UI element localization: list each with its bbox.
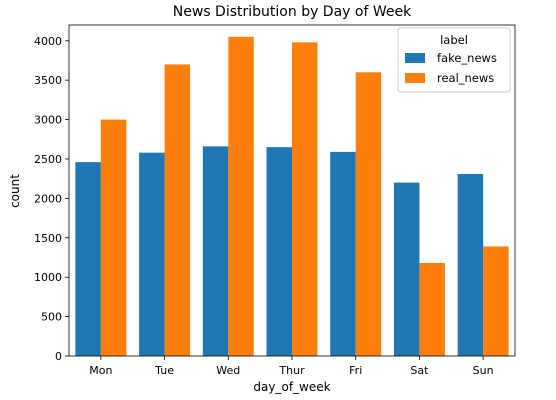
y-tick-label: 3500 xyxy=(34,74,62,87)
x-axis: Mon Tue Wed Thur Fri Sat Sun xyxy=(89,356,494,377)
plot-area xyxy=(68,24,516,357)
y-axis-label: count xyxy=(8,174,22,208)
bar-fake-news-sun xyxy=(457,173,484,356)
x-tick-label-mon: Mon xyxy=(89,364,112,377)
y-tick-label: 4000 xyxy=(34,35,62,48)
legend-swatch-fake-news xyxy=(405,53,425,63)
x-axis-label: day_of_week xyxy=(253,380,330,394)
x-tick-label-fri: Fri xyxy=(349,364,362,377)
bar-fake-news-sat xyxy=(393,182,420,356)
chart-title: News Distribution by Day of Week xyxy=(173,4,412,20)
y-tick-label: 2500 xyxy=(34,153,62,166)
y-tick-label: 1500 xyxy=(34,232,62,245)
bar-real-news-fri xyxy=(355,72,382,356)
bar-real-news-tue xyxy=(164,64,191,357)
y-tick-label: 0 xyxy=(55,350,62,363)
x-tick-label-sat: Sat xyxy=(410,364,429,377)
legend-title: label xyxy=(440,33,468,47)
x-tick-label-thur: Thur xyxy=(278,364,305,377)
x-tick-label-tue: Tue xyxy=(154,364,174,377)
y-tick-label: 1000 xyxy=(34,271,62,284)
bar-real-news-wed xyxy=(228,36,254,356)
bar-real-news-thur xyxy=(292,42,318,357)
bar-fake-news-thur xyxy=(266,147,292,356)
legend-swatch-real-news xyxy=(405,73,425,83)
bar-fake-news-wed xyxy=(202,146,229,356)
legend-label-real-news: real_news xyxy=(437,71,494,85)
y-axis: 0 500 1000 1500 2000 2500 3000 3500 4000 xyxy=(34,35,69,363)
legend-box xyxy=(397,27,511,93)
y-tick-label: 500 xyxy=(41,311,62,324)
x-tick-label-wed: Wed xyxy=(216,364,240,377)
bar-real-news-mon xyxy=(100,119,127,356)
bar-fake-news-fri xyxy=(330,151,356,356)
legend: label fake_news real_news xyxy=(397,27,511,93)
y-tick-label: 3000 xyxy=(34,114,62,127)
bar-fake-news-tue xyxy=(139,152,165,356)
y-tick-label: 2000 xyxy=(34,192,62,205)
x-tick-label-sun: Sun xyxy=(473,364,494,377)
legend-label-fake-news: fake_news xyxy=(437,51,497,65)
bar-real-news-sat xyxy=(419,263,445,356)
bar-real-news-sun xyxy=(483,246,509,356)
bar-fake-news-mon xyxy=(75,162,101,356)
